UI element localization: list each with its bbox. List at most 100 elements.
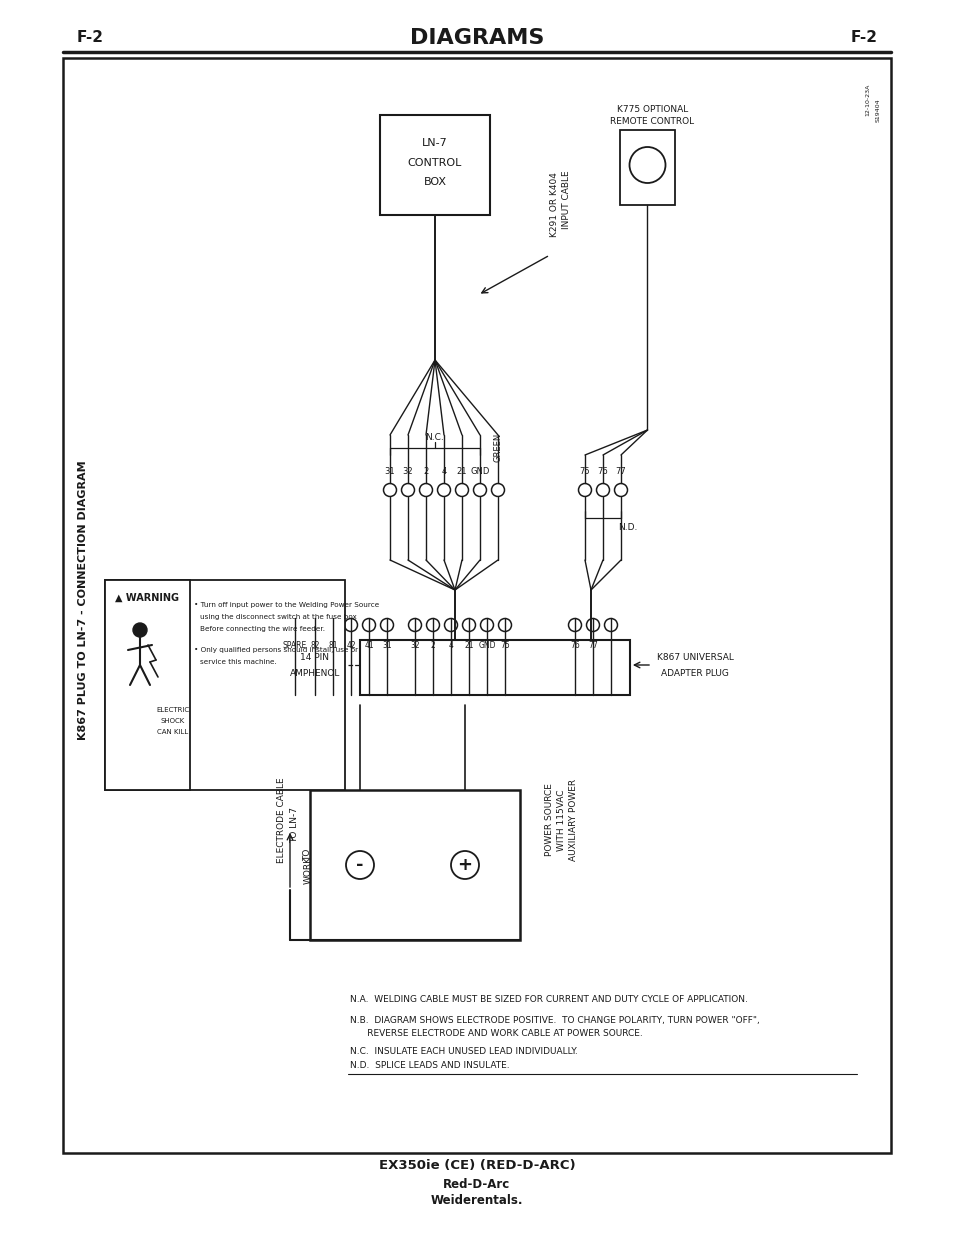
Text: 12-10-23A: 12-10-23A: [864, 84, 869, 116]
Text: GND: GND: [477, 641, 496, 650]
Text: WITH 115VAC: WITH 115VAC: [557, 789, 566, 851]
Text: 21: 21: [464, 641, 474, 650]
Text: 77: 77: [615, 468, 626, 477]
Text: 81: 81: [328, 641, 337, 650]
Text: AMPHENOL: AMPHENOL: [290, 668, 340, 678]
Circle shape: [419, 483, 432, 496]
Text: 4: 4: [448, 641, 453, 650]
Text: 41: 41: [364, 641, 374, 650]
Text: BOX: BOX: [423, 177, 446, 186]
Text: ADAPTER PLUG: ADAPTER PLUG: [660, 668, 728, 678]
Text: INPUT CABLE: INPUT CABLE: [562, 170, 571, 230]
Circle shape: [455, 483, 468, 496]
Text: • Only qualified persons should install, use or: • Only qualified persons should install,…: [193, 647, 357, 653]
Text: 14 PIN: 14 PIN: [300, 653, 329, 662]
Circle shape: [346, 851, 374, 879]
Text: GREEN: GREEN: [493, 432, 502, 462]
Bar: [619, 130, 675, 205]
Text: 77: 77: [587, 641, 598, 650]
Circle shape: [437, 483, 450, 496]
Text: 32: 32: [410, 641, 419, 650]
Text: F-2: F-2: [850, 31, 877, 46]
Bar: [379, 115, 490, 215]
Circle shape: [380, 619, 393, 631]
Text: LN-7: LN-7: [421, 138, 447, 148]
Text: 82: 82: [310, 641, 319, 650]
Text: +: +: [457, 856, 472, 874]
Bar: [310, 790, 519, 940]
Circle shape: [362, 619, 375, 631]
Text: SHOCK: SHOCK: [161, 718, 185, 724]
Circle shape: [401, 483, 414, 496]
Text: K291 OR K404: K291 OR K404: [550, 173, 558, 237]
Text: Weiderentals.: Weiderentals.: [431, 1193, 522, 1207]
Text: service this machine.: service this machine.: [200, 659, 276, 664]
Circle shape: [308, 619, 321, 631]
Text: ELECTRIC: ELECTRIC: [156, 706, 190, 713]
Text: F-2: F-2: [76, 31, 103, 46]
Text: N.B.  DIAGRAM SHOWS ELECTRODE POSITIVE.  TO CHANGE POLARITY, TURN POWER "OFF",: N.B. DIAGRAM SHOWS ELECTRODE POSITIVE. T…: [350, 1015, 759, 1025]
Text: N.C.: N.C.: [425, 433, 444, 442]
Text: 21: 21: [456, 468, 467, 477]
Text: DIAGRAMS: DIAGRAMS: [410, 28, 543, 48]
Circle shape: [586, 619, 598, 631]
Circle shape: [462, 619, 475, 631]
Text: N.D.  SPLICE LEADS AND INSULATE.: N.D. SPLICE LEADS AND INSULATE.: [350, 1062, 509, 1071]
Text: WORK: WORK: [303, 856, 313, 884]
Text: 4: 4: [441, 468, 446, 477]
Circle shape: [596, 483, 609, 496]
Circle shape: [326, 619, 339, 631]
Text: POWER SOURCE: POWER SOURCE: [545, 783, 554, 856]
Text: TO: TO: [303, 848, 313, 861]
Text: ELECTRODE CABLE: ELECTRODE CABLE: [277, 777, 286, 863]
Text: Red-D-Arc: Red-D-Arc: [443, 1177, 510, 1191]
Circle shape: [473, 483, 486, 496]
Bar: [105, 580, 190, 790]
Text: 2: 2: [430, 641, 435, 650]
Text: CAN KILL: CAN KILL: [157, 729, 189, 735]
Circle shape: [408, 619, 421, 631]
Text: Before connecting the wire feeder.: Before connecting the wire feeder.: [200, 626, 325, 632]
Text: CONTROL: CONTROL: [407, 158, 461, 168]
Text: 76: 76: [570, 641, 579, 650]
Text: N.A.  WELDING CABLE MUST BE SIZED FOR CURRENT AND DUTY CYCLE OF APPLICATION.: N.A. WELDING CABLE MUST BE SIZED FOR CUR…: [350, 995, 747, 1004]
Circle shape: [614, 483, 627, 496]
Text: 76: 76: [597, 468, 608, 477]
Text: REVERSE ELECTRODE AND WORK CABLE AT POWER SOURCE.: REVERSE ELECTRODE AND WORK CABLE AT POWE…: [350, 1030, 642, 1039]
Text: ▲ WARNING: ▲ WARNING: [115, 593, 179, 603]
Text: 75: 75: [579, 468, 590, 477]
Text: N.C.  INSULATE EACH UNUSED LEAD INDIVIDUALLY.: N.C. INSULATE EACH UNUSED LEAD INDIVIDUA…: [350, 1047, 578, 1056]
Circle shape: [288, 619, 301, 631]
Text: S19404: S19404: [875, 99, 880, 122]
Text: -: -: [355, 856, 363, 874]
Text: K775 OPTIONAL: K775 OPTIONAL: [617, 105, 687, 115]
Bar: [105, 580, 345, 790]
Text: • Turn off input power to the Welding Power Source: • Turn off input power to the Welding Po…: [193, 601, 379, 608]
Text: GND: GND: [470, 468, 489, 477]
Text: 2: 2: [423, 468, 428, 477]
Circle shape: [451, 851, 478, 879]
Circle shape: [344, 619, 357, 631]
Text: using the disconnect switch at the fuse box: using the disconnect switch at the fuse …: [200, 614, 356, 620]
Circle shape: [498, 619, 511, 631]
Circle shape: [629, 147, 665, 183]
Circle shape: [568, 619, 581, 631]
Circle shape: [578, 483, 591, 496]
Text: 31: 31: [384, 468, 395, 477]
Text: 31: 31: [382, 641, 392, 650]
Text: EX350ie (CE) (RED-D-ARC): EX350ie (CE) (RED-D-ARC): [378, 1158, 575, 1172]
Text: AUXILIARY POWER: AUXILIARY POWER: [569, 779, 578, 861]
Text: REMOTE CONTROL: REMOTE CONTROL: [610, 116, 694, 126]
Text: K867 UNIVERSAL: K867 UNIVERSAL: [656, 653, 733, 662]
Circle shape: [480, 619, 493, 631]
Text: N.D.: N.D.: [618, 524, 637, 532]
Bar: [359, 640, 629, 695]
Circle shape: [444, 619, 457, 631]
Circle shape: [132, 622, 147, 637]
Circle shape: [491, 483, 504, 496]
Text: 42: 42: [346, 641, 355, 650]
Circle shape: [426, 619, 439, 631]
Text: TO LN-7: TO LN-7: [291, 806, 299, 844]
Text: SPARE: SPARE: [283, 641, 307, 650]
Text: 32: 32: [402, 468, 413, 477]
